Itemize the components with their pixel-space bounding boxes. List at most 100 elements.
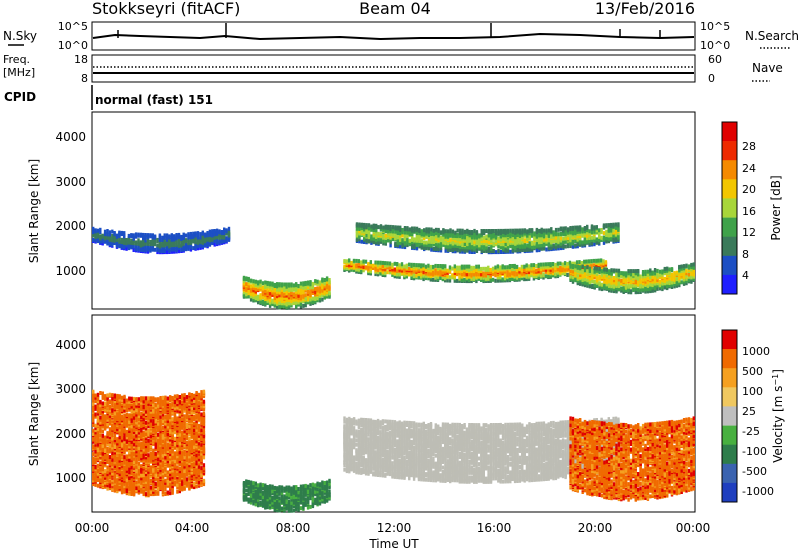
- velocity-cell: [367, 432, 370, 437]
- power-cell: [199, 235, 202, 240]
- power-cell: [434, 268, 437, 273]
- power-cell: [600, 269, 604, 274]
- power-cbar-label: Power [dB]: [769, 175, 783, 240]
- velocity-cell: [412, 423, 416, 428]
- power-cell: [551, 271, 555, 276]
- velocity-cell: [400, 444, 404, 449]
- power-cell: [680, 264, 683, 269]
- velocity-cell: [376, 427, 380, 432]
- velocity-cell: [422, 457, 425, 462]
- power-cell: [579, 280, 582, 285]
- power-cell: [142, 235, 145, 239]
- power-cell: [533, 234, 536, 239]
- power-cell: [562, 236, 565, 241]
- power-cell: [460, 264, 464, 269]
- velocity-cell: [396, 467, 399, 472]
- power-cell: [261, 285, 265, 290]
- velocity-cell: [422, 430, 425, 435]
- power-cell: [370, 240, 373, 245]
- power-cell: [612, 228, 615, 233]
- power-cell: [586, 273, 589, 278]
- power-cell: [484, 271, 488, 276]
- power-cell: [435, 227, 438, 232]
- power-cell: [261, 281, 265, 286]
- power-cell: [280, 282, 284, 287]
- power-cell: [451, 243, 455, 248]
- power-cell: [658, 286, 662, 291]
- power-cell: [201, 243, 204, 248]
- power-cell: [576, 225, 579, 230]
- power-cell: [482, 243, 486, 248]
- power-cell: [477, 266, 480, 271]
- power-cell: [656, 272, 659, 277]
- power-cell: [408, 238, 411, 243]
- power-cell: [165, 246, 169, 251]
- power-cell: [646, 275, 650, 280]
- power-cell: [137, 247, 140, 252]
- power-cell: [439, 276, 442, 280]
- power-cell: [585, 262, 588, 267]
- power-cell: [369, 260, 372, 265]
- velocity-cell: [393, 440, 397, 445]
- power-cell: [466, 247, 469, 252]
- power-cell: [379, 271, 382, 276]
- power-cell: [399, 237, 402, 242]
- power-cell: [454, 232, 457, 237]
- power-cell: [468, 229, 471, 234]
- power-cell: [170, 245, 173, 250]
- power-cell: [641, 274, 645, 279]
- velocity-cell: [360, 417, 363, 422]
- power-cell: [394, 241, 397, 246]
- power-cell: [514, 233, 517, 237]
- power-cell: [608, 273, 611, 278]
- power-cell: [376, 270, 380, 275]
- power-cell: [189, 243, 193, 248]
- power-cell: [622, 278, 625, 283]
- power-ytick-2000: 2000: [55, 219, 86, 233]
- power-cell: [468, 242, 471, 247]
- velocity-cell: [415, 473, 418, 478]
- velocity-cell: [345, 463, 349, 468]
- power-cell: [370, 234, 373, 239]
- power-cell: [451, 273, 454, 278]
- power-cell: [586, 268, 589, 273]
- power-cell: [189, 231, 193, 236]
- power-cell: [561, 265, 564, 270]
- velocity-cell: [357, 442, 361, 447]
- power-cell: [96, 237, 100, 242]
- velocity-cell: [369, 418, 373, 423]
- power-cell: [627, 283, 630, 288]
- velocity-cell: [374, 467, 377, 472]
- power-cell: [497, 249, 500, 253]
- power-cell: [551, 273, 555, 278]
- power-cell: [276, 301, 279, 306]
- power-cell: [581, 280, 584, 285]
- power-cell: [480, 271, 483, 276]
- velocity-cell: [384, 419, 387, 424]
- power-cell: [509, 243, 512, 248]
- power-cell: [111, 240, 114, 245]
- power-cell: [436, 264, 440, 268]
- power-cell: [511, 243, 515, 247]
- power-cell: [497, 243, 500, 248]
- power-cell: [600, 235, 603, 240]
- velocity-cell: [376, 421, 380, 426]
- power-cell: [149, 242, 152, 247]
- power-cell: [454, 246, 457, 250]
- power-cell: [242, 275, 246, 280]
- power-cell: [247, 281, 250, 286]
- velocity-cell: [403, 425, 406, 430]
- power-cell: [194, 240, 197, 245]
- power-cell: [264, 283, 267, 288]
- velocity-cell: [396, 457, 399, 462]
- power-cell: [411, 226, 414, 231]
- velocity-cell: [360, 456, 363, 461]
- power-cell: [540, 238, 543, 243]
- power-cell: [408, 229, 411, 234]
- power-cell: [271, 293, 274, 297]
- power-cell: [514, 230, 517, 235]
- power-cell: [423, 230, 426, 235]
- velocity-cell: [415, 454, 418, 459]
- power-cell: [399, 225, 402, 230]
- power-cell: [120, 240, 123, 245]
